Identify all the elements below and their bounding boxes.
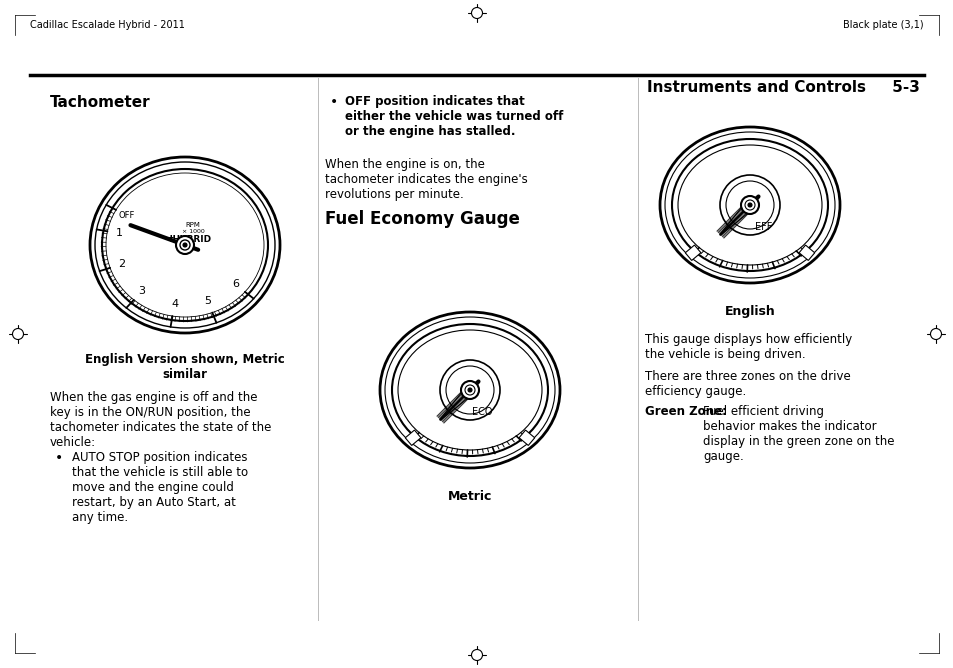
Text: OFF: OFF	[118, 211, 134, 220]
Polygon shape	[405, 430, 420, 446]
Ellipse shape	[106, 173, 264, 317]
Circle shape	[12, 329, 24, 339]
Text: Tachometer: Tachometer	[50, 95, 151, 110]
Polygon shape	[518, 430, 535, 446]
Text: × 1000: × 1000	[181, 228, 204, 234]
Circle shape	[464, 385, 475, 395]
Text: OFF position indicates that
either the vehicle was turned off
or the engine has : OFF position indicates that either the v…	[345, 95, 563, 138]
Circle shape	[468, 388, 472, 392]
Ellipse shape	[102, 169, 268, 321]
Ellipse shape	[659, 127, 840, 283]
Polygon shape	[684, 245, 700, 261]
Circle shape	[720, 175, 780, 235]
Circle shape	[740, 196, 759, 214]
Circle shape	[460, 381, 478, 399]
Text: Cadillac Escalade Hybrid - 2011: Cadillac Escalade Hybrid - 2011	[30, 20, 185, 30]
Circle shape	[180, 240, 190, 250]
Text: 3: 3	[138, 286, 146, 296]
Text: 4: 4	[171, 299, 178, 309]
Text: 5: 5	[204, 297, 211, 307]
Circle shape	[175, 236, 193, 254]
Circle shape	[747, 203, 751, 207]
Text: Black plate (3,1): Black plate (3,1)	[842, 20, 923, 30]
Text: •: •	[55, 451, 63, 465]
Text: EFF: EFF	[755, 222, 772, 232]
Circle shape	[744, 200, 754, 210]
Text: Fuel efficient driving
behavior makes the indicator
display in the green zone on: Fuel efficient driving behavior makes th…	[702, 405, 894, 463]
Text: AUTO STOP position indicates
that the vehicle is still able to
move and the engi: AUTO STOP position indicates that the ve…	[71, 451, 248, 524]
Ellipse shape	[379, 312, 559, 468]
Text: Fuel Economy Gauge: Fuel Economy Gauge	[325, 210, 519, 228]
Text: RPM: RPM	[186, 222, 200, 228]
Circle shape	[183, 243, 187, 247]
Text: Instruments and Controls     5-3: Instruments and Controls 5-3	[646, 80, 919, 95]
Circle shape	[439, 360, 499, 420]
Text: When the gas engine is off and the
key is in the ON/RUN position, the
tachometer: When the gas engine is off and the key i…	[50, 391, 271, 449]
Text: English Version shown, Metric
similar: English Version shown, Metric similar	[85, 353, 285, 381]
Text: 6: 6	[232, 279, 239, 289]
Text: When the engine is on, the
tachometer indicates the engine's
revolutions per min: When the engine is on, the tachometer in…	[325, 158, 527, 201]
Polygon shape	[799, 245, 814, 261]
Text: This gauge displays how efficiently
the vehicle is being driven.: This gauge displays how efficiently the …	[644, 333, 851, 361]
Text: ‡HYBRID: ‡HYBRID	[169, 234, 212, 244]
Circle shape	[471, 7, 482, 19]
Text: 1: 1	[115, 228, 123, 238]
Circle shape	[471, 649, 482, 661]
Circle shape	[929, 329, 941, 339]
Text: There are three zones on the drive
efficiency gauge.: There are three zones on the drive effic…	[644, 370, 850, 398]
Text: Metric: Metric	[447, 490, 492, 503]
Text: 2: 2	[118, 259, 125, 269]
Text: Green Zone:: Green Zone:	[644, 405, 730, 418]
Text: English: English	[724, 305, 775, 318]
Ellipse shape	[90, 157, 280, 333]
Text: •: •	[330, 95, 338, 109]
Text: ECO: ECO	[471, 407, 492, 417]
